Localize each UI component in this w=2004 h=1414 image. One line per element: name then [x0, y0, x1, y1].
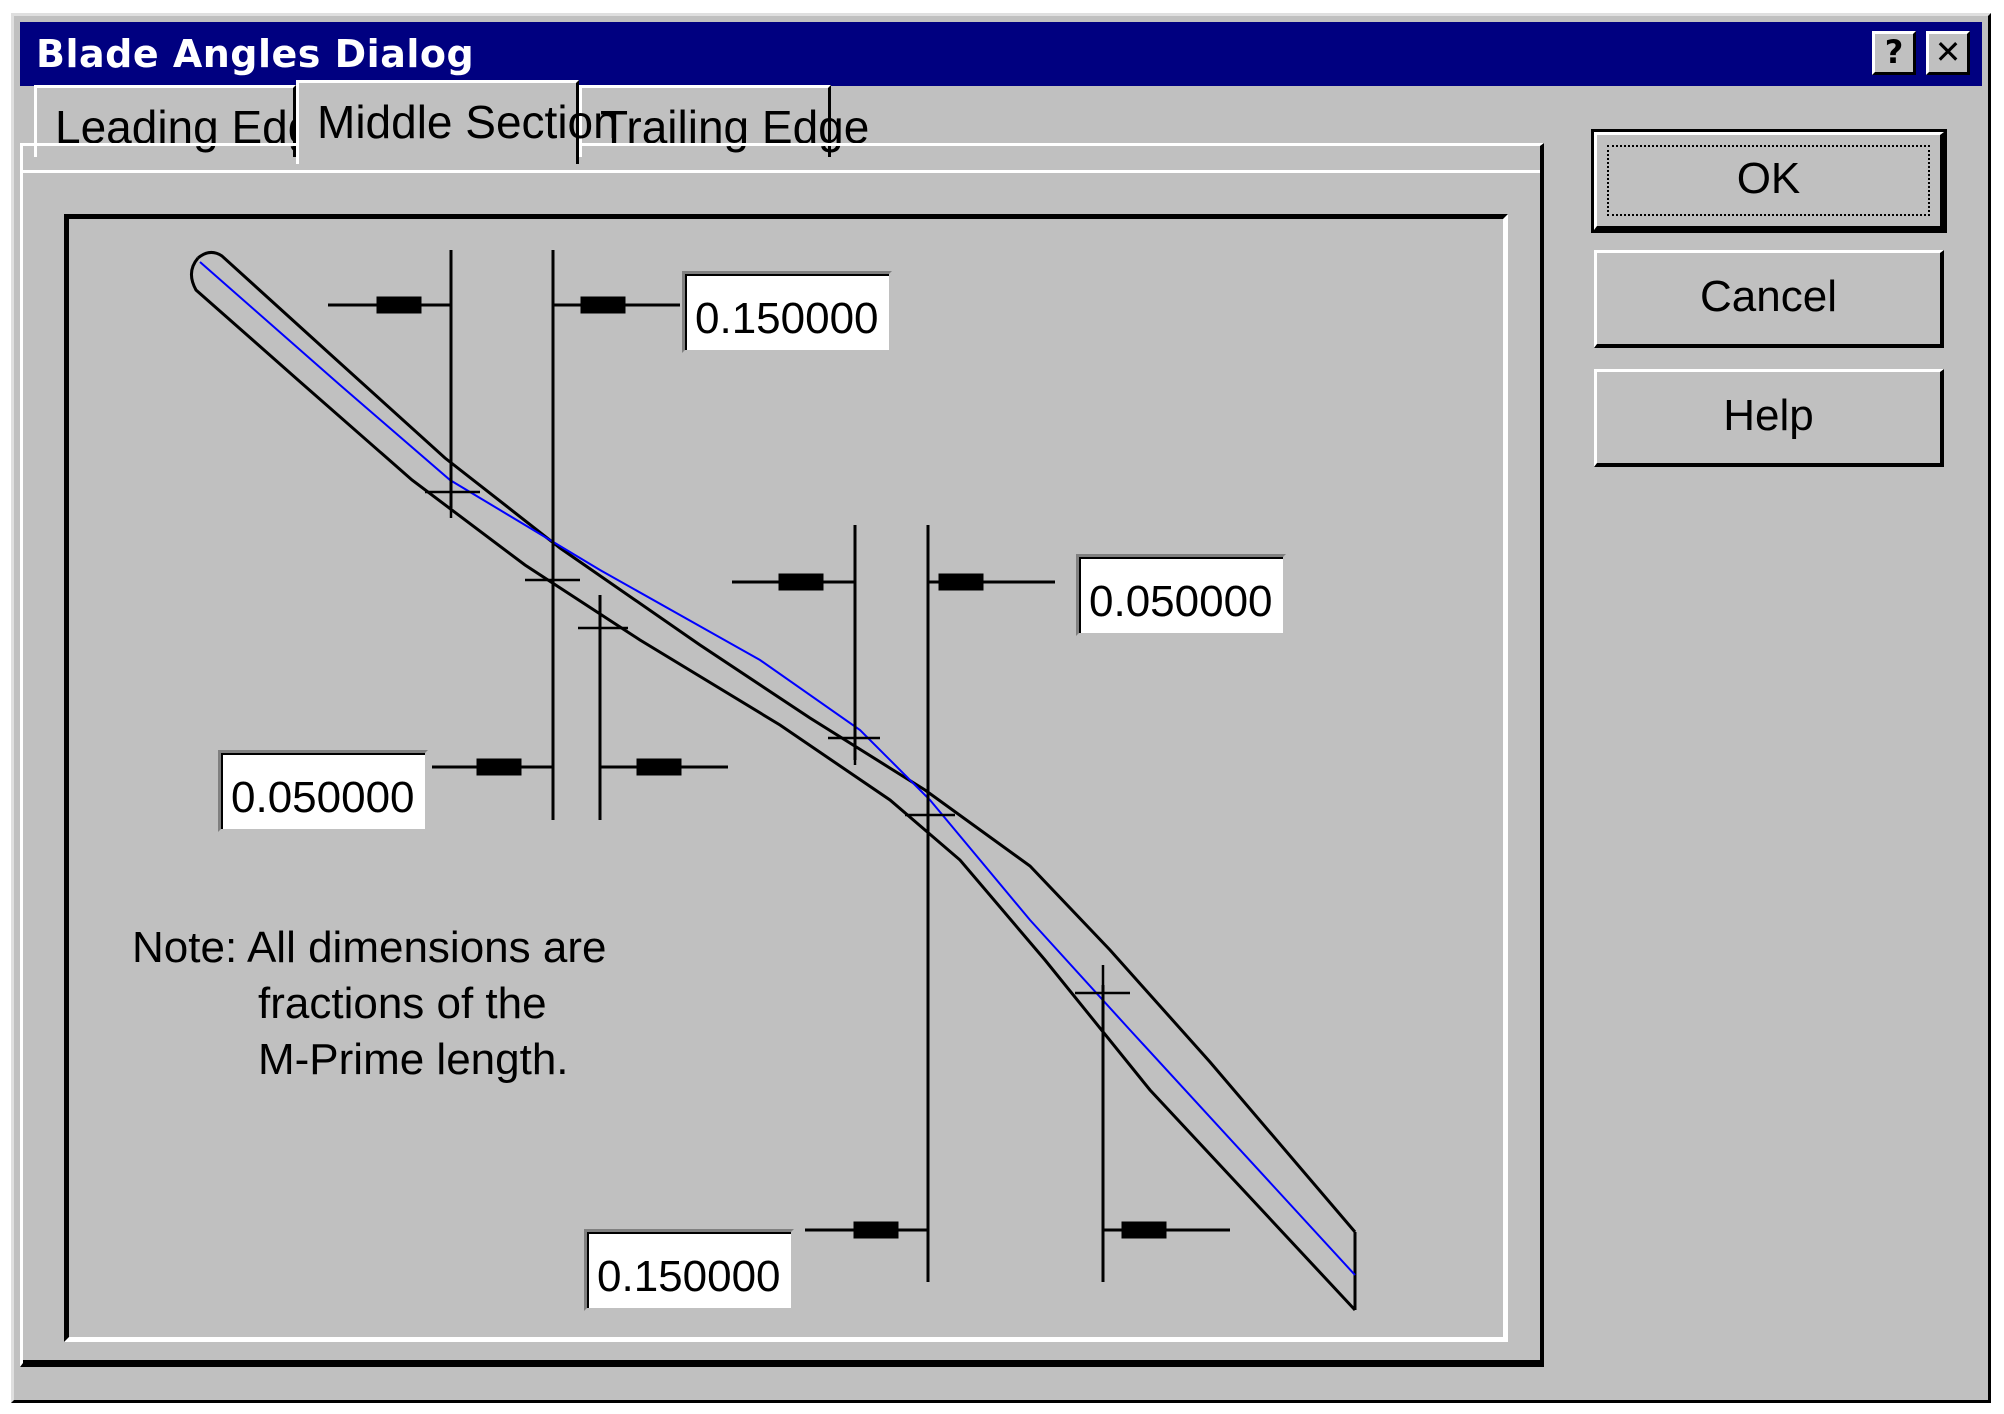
blade-angles-dialog: Blade Angles Dialog ? ✕: [11, 13, 1991, 1403]
dimension-arrows: [328, 296, 1230, 1239]
help-button-label: Help: [1723, 391, 1814, 440]
blade-upper-outline: [197, 251, 1357, 1233]
camber-line: [199, 261, 1356, 1276]
note-line-3: M-Prime length.: [258, 1035, 569, 1084]
tab-panel-frame: [20, 143, 1544, 1367]
close-icon[interactable]: ✕: [1926, 31, 1970, 75]
title-bar[interactable]: Blade Angles Dialog ? ✕: [20, 22, 1982, 86]
blade-lower-outline: [190, 257, 1357, 1312]
tab-middle-section[interactable]: Middle Section: [296, 80, 619, 164]
dimension-lines: [449, 250, 1105, 1282]
ok-button[interactable]: OK: [1591, 129, 1947, 233]
top-dimension-field[interactable]: [682, 271, 892, 353]
help-button[interactable]: Help: [1594, 369, 1944, 467]
note-line-2: fractions of the: [258, 979, 547, 1028]
left-dimension-field[interactable]: [218, 750, 428, 832]
note-line-1: Note: All dimensions are: [132, 923, 607, 972]
focus-rect: [1607, 145, 1930, 216]
window-title: Blade Angles Dialog: [36, 32, 475, 76]
diagram-frame: [64, 214, 1508, 1342]
cancel-button[interactable]: Cancel: [1594, 250, 1944, 348]
bottom-dimension-field[interactable]: [584, 1229, 794, 1311]
upper-right-dimension-field[interactable]: [1076, 554, 1286, 636]
cancel-button-label: Cancel: [1700, 272, 1837, 321]
ok-button-label: OK: [1736, 154, 1801, 203]
help-icon[interactable]: ?: [1872, 31, 1916, 75]
